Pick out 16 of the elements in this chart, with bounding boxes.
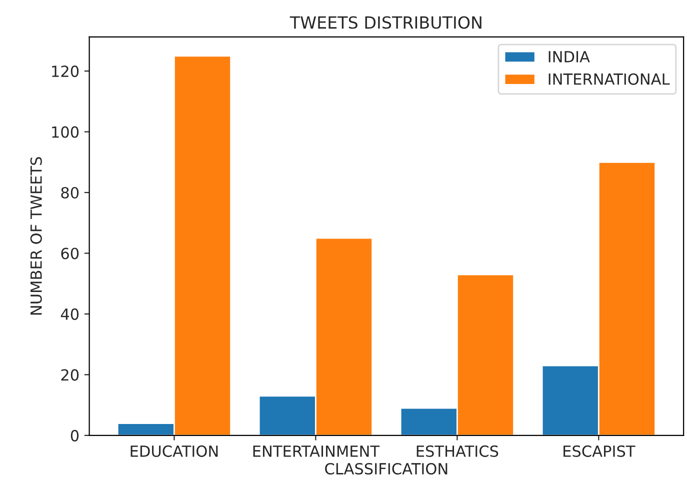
x-axis-title: CLASSIFICATION xyxy=(325,462,448,475)
legend-label: INTERNATIONAL xyxy=(548,73,670,85)
x-tick-label: ESCAPIST xyxy=(564,445,636,457)
y-tick-label: 80 xyxy=(61,186,79,199)
x-tick-label: ENTERTAINMENT xyxy=(253,446,380,457)
legend-label: INDIA xyxy=(548,51,590,62)
x-tick-label: ESTHATICS xyxy=(416,445,498,457)
y-tick-label: 0 xyxy=(70,430,79,442)
y-axis-title: NUMBER OF TWEETS xyxy=(30,157,42,315)
y-tick-label: 40 xyxy=(60,308,79,320)
y-tick-label: 100 xyxy=(52,126,79,138)
y-tick-label: 60 xyxy=(61,248,79,260)
y-tick-label: 20 xyxy=(61,369,79,381)
chart-title: TWEETS DISTRIBUTION xyxy=(290,16,482,29)
x-tick-label: EDUCATION xyxy=(130,445,218,457)
y-tick-label: 120 xyxy=(52,66,79,78)
